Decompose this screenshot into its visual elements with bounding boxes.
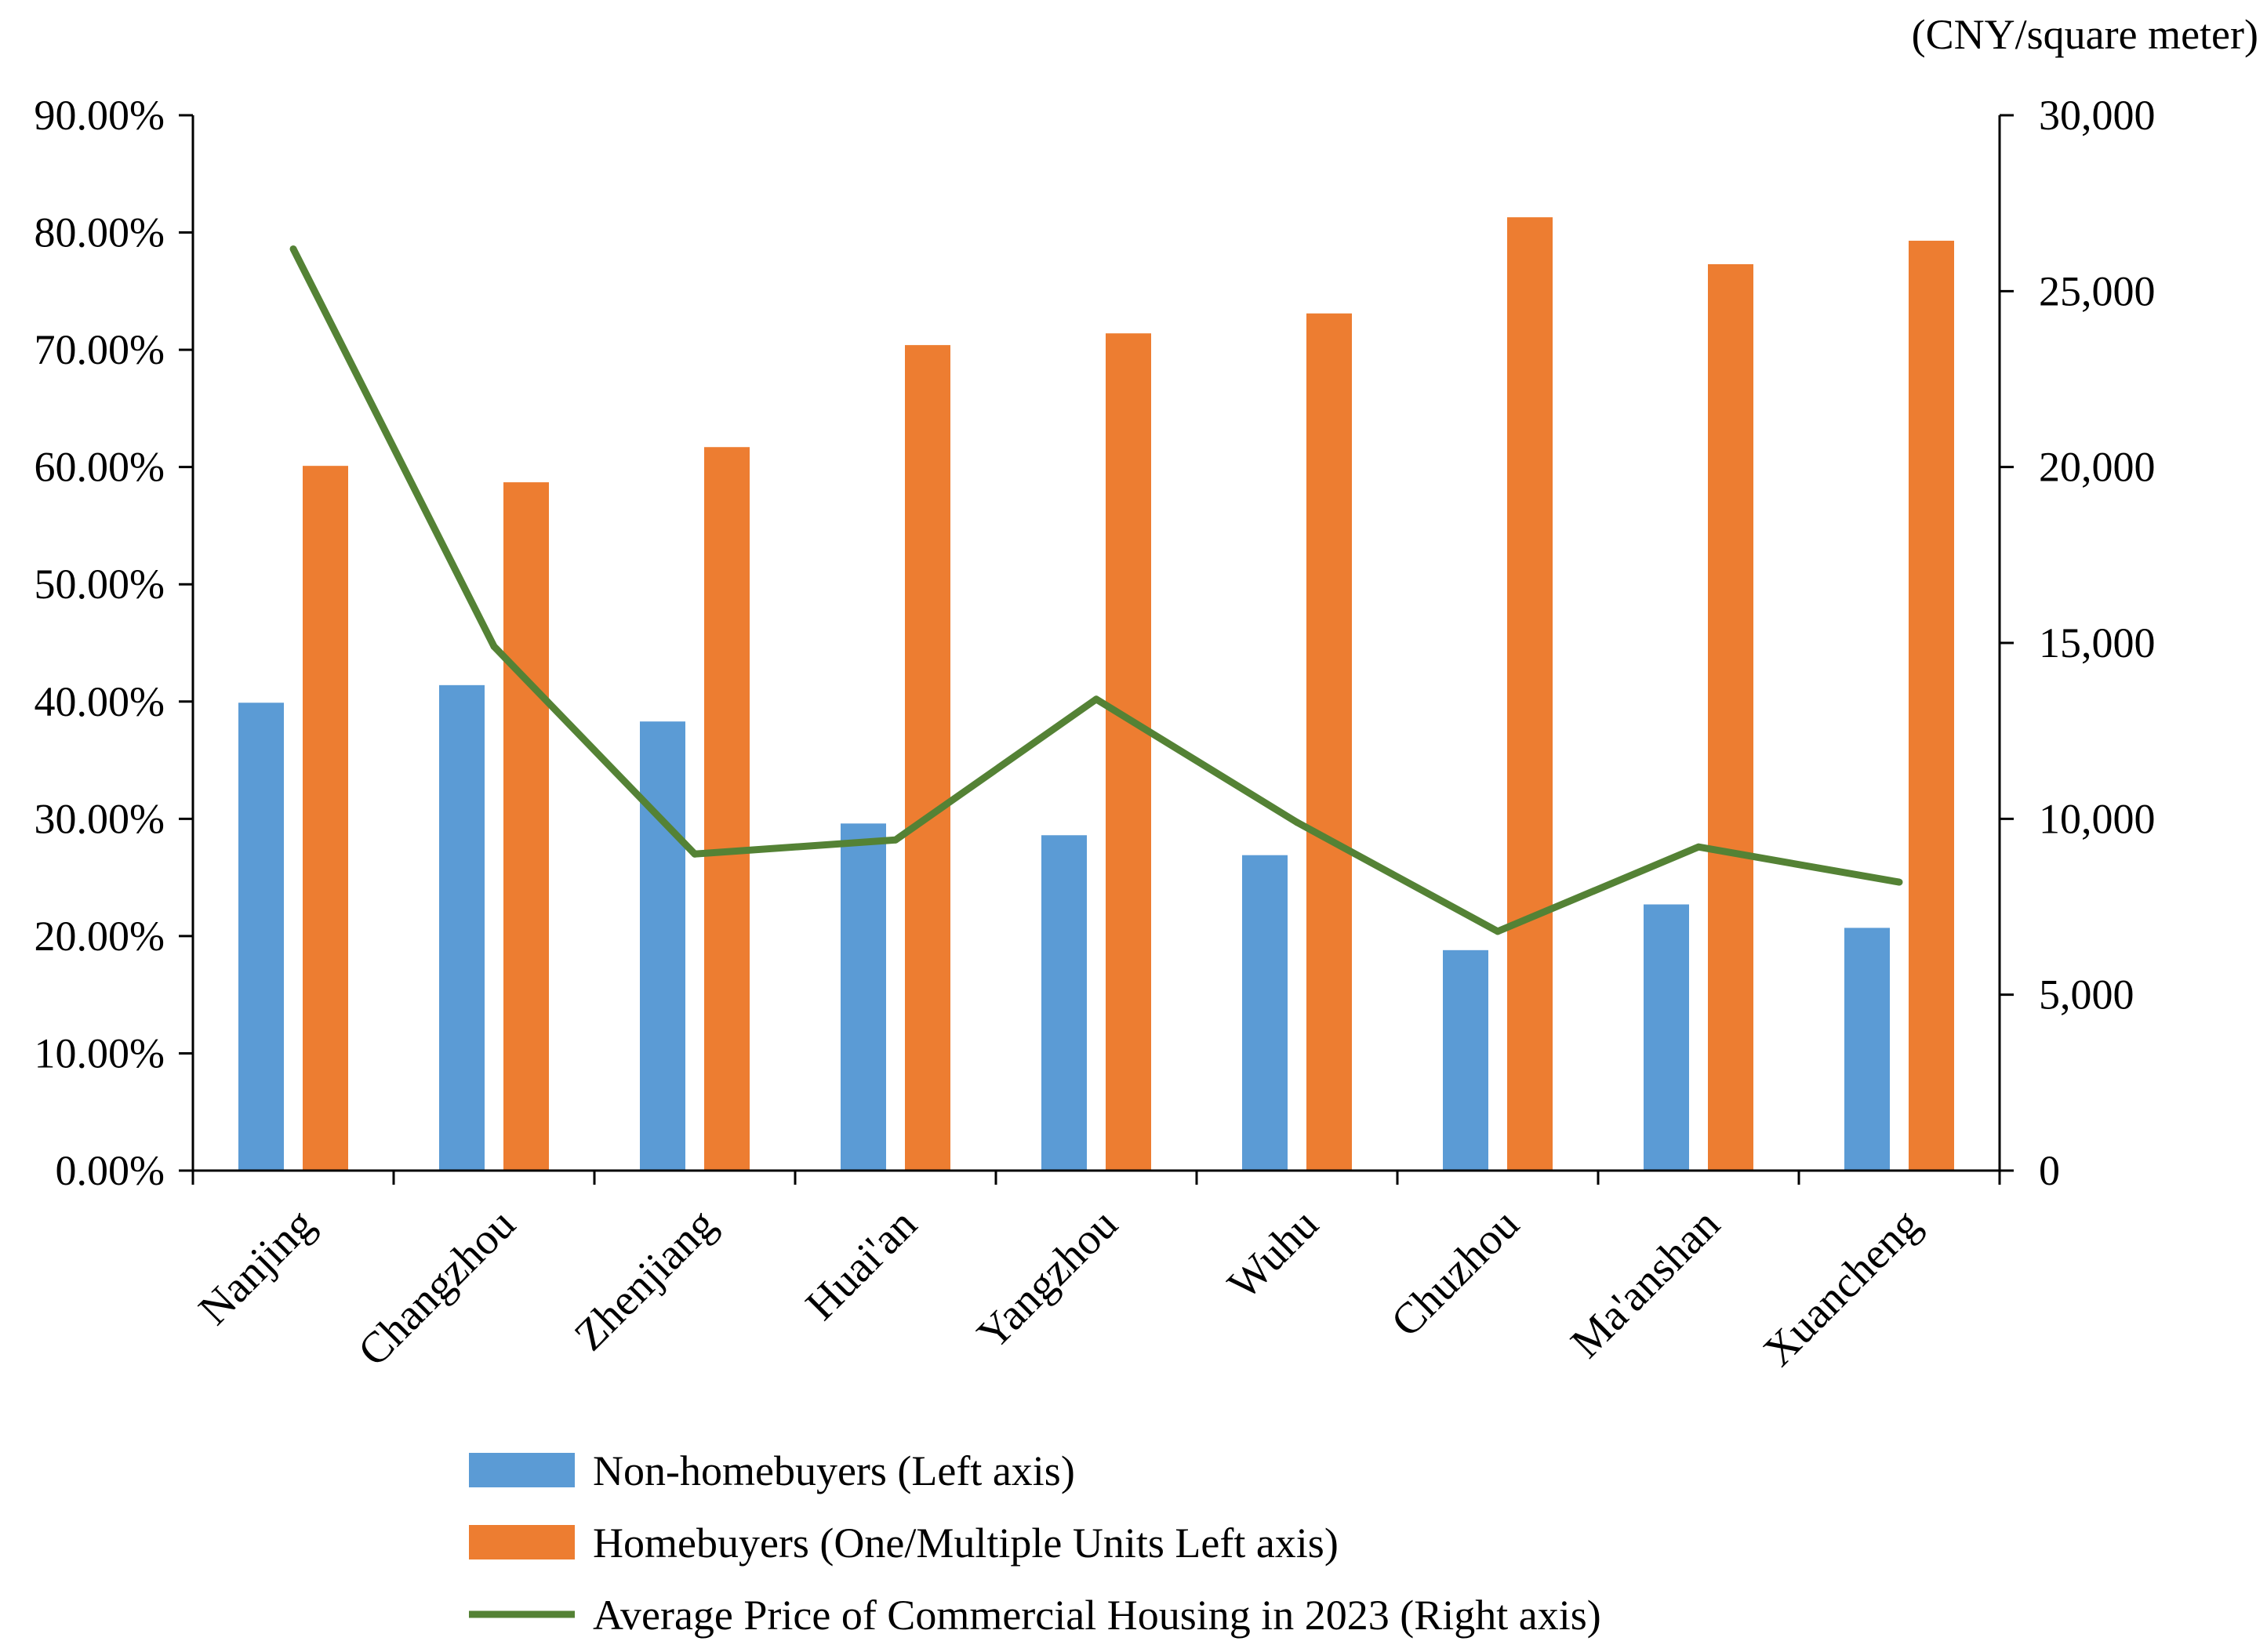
left-tick-label-7: 70.00% <box>35 326 165 373</box>
right-tick-label-5: 25,000 <box>2039 267 2156 314</box>
non-homebuyers-bar-5 <box>1242 855 1288 1171</box>
legend-swatch-1 <box>469 1525 575 1559</box>
right-tick-label-3: 15,000 <box>2039 619 2156 666</box>
homebuyers-bar-4 <box>1106 333 1151 1171</box>
category-label-4: Yangzhou <box>968 1200 1128 1359</box>
left-tick-label-1: 10.00% <box>35 1029 165 1077</box>
homebuyers-bar-5 <box>1306 313 1352 1171</box>
left-tick-label-2: 20.00% <box>35 913 165 960</box>
homebuyers-bar-8 <box>1909 241 1954 1171</box>
legend-label-1: Homebuyers (One/Multiple Units Left axis… <box>593 1519 1339 1567</box>
average-price-point-6 <box>1494 928 1502 935</box>
legend-label-0: Non-homebuyers (Left axis) <box>593 1447 1075 1494</box>
non-homebuyers-bar-7 <box>1644 904 1689 1171</box>
homebuyers-bar-3 <box>905 345 950 1171</box>
category-label-2: Zhenjiang <box>565 1200 725 1360</box>
left-tick-label-6: 60.00% <box>35 444 165 491</box>
homebuyers-bar-6 <box>1507 217 1553 1171</box>
right-axis-unit-label: (CNY/square meter) <box>1912 11 2258 58</box>
category-label-3: Huai'an <box>797 1200 926 1329</box>
legend-swatch-0 <box>469 1453 575 1487</box>
average-price-point-5 <box>1293 819 1301 826</box>
average-price-point-0 <box>289 245 297 252</box>
right-tick-label-4: 20,000 <box>2039 444 2156 491</box>
right-tick-label-0: 0 <box>2039 1147 2060 1194</box>
homebuyers-bar-7 <box>1708 263 1753 1171</box>
homebuyers-bar-2 <box>704 447 750 1171</box>
right-tick-label-1: 5,000 <box>2039 971 2134 1018</box>
average-price-point-8 <box>1895 878 1903 886</box>
non-homebuyers-bar-3 <box>841 823 886 1171</box>
homebuyers-bar-0 <box>303 466 348 1171</box>
left-tick-label-8: 80.00% <box>35 209 165 256</box>
category-label-6: Chuzhou <box>1382 1200 1528 1346</box>
left-tick-label-3: 30.00% <box>35 795 165 842</box>
category-label-0: Nanjing <box>190 1200 324 1334</box>
non-homebuyers-bar-2 <box>640 721 685 1171</box>
average-price-point-1 <box>490 642 498 650</box>
category-label-7: Ma'anshan <box>1561 1200 1729 1367</box>
left-tick-label-5: 50.00% <box>35 561 165 608</box>
right-tick-label-2: 10,000 <box>2039 795 2156 842</box>
average-price-point-7 <box>1695 843 1702 851</box>
category-label-8: Xuancheng <box>1754 1200 1930 1375</box>
non-homebuyers-bar-6 <box>1443 949 1488 1171</box>
left-tick-label-9: 90.00% <box>35 92 165 139</box>
homebuyers-bar-1 <box>503 482 549 1171</box>
left-tick-label-0: 0.00% <box>56 1147 165 1194</box>
average-price-point-3 <box>892 836 899 844</box>
right-tick-label-6: 30,000 <box>2039 92 2156 139</box>
non-homebuyers-bar-8 <box>1844 928 1890 1171</box>
non-homebuyers-bar-1 <box>439 684 485 1171</box>
average-price-point-4 <box>1092 695 1100 703</box>
category-label-5: Wuhu <box>1219 1200 1328 1309</box>
non-homebuyers-bar-4 <box>1041 835 1087 1171</box>
category-label-1: Changzhou <box>349 1200 525 1375</box>
legend-label-2: Average Price of Commercial Housing in 2… <box>593 1592 1601 1639</box>
non-homebuyers-bar-0 <box>238 703 284 1171</box>
left-tick-label-4: 40.00% <box>35 678 165 725</box>
average-price-point-2 <box>691 850 699 858</box>
